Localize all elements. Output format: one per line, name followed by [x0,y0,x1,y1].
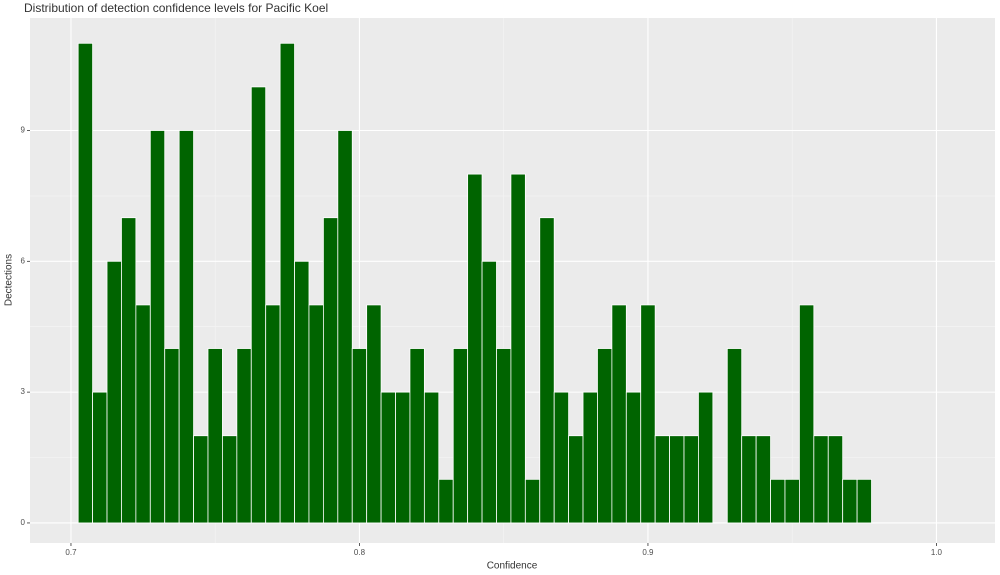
bar [207,348,223,524]
bar [568,435,584,524]
bar [597,348,613,524]
bar [149,130,166,524]
bar [856,478,872,524]
bar [308,304,324,524]
bar [121,217,137,524]
y-tick-label: 9 [21,126,26,135]
bar [481,260,497,524]
chart-title: Distribution of detection confidence lev… [24,1,328,15]
bar [452,348,469,524]
bar [250,86,267,524]
bar [611,304,627,524]
bar [827,435,844,524]
bar [698,391,714,524]
bar [380,391,396,524]
bar [813,435,829,524]
x-tick-label: 0.8 [354,548,366,557]
bar [438,478,454,524]
bar [683,435,699,524]
bar [582,391,598,524]
bar [799,304,815,524]
bar [106,260,122,524]
bar [222,435,238,524]
bar [265,304,281,524]
y-tick-label: 0 [21,518,26,527]
y-tick-label: 3 [21,387,26,396]
bar [77,42,94,524]
x-tick-label: 0.9 [642,548,654,557]
bar [236,348,252,524]
bar [322,217,339,524]
bar [669,435,685,524]
y-axis-label: Dectections [4,254,15,306]
bar [553,391,570,524]
bar [770,478,786,524]
y-tick-label: 6 [21,256,26,265]
bar [337,130,353,524]
bar [92,391,108,524]
bar [755,435,771,524]
x-tick-label: 0.7 [65,548,77,557]
x-tick-label: 1.0 [931,548,943,557]
bar [193,435,209,524]
bar [467,173,483,524]
bar [279,42,295,524]
bar [496,348,512,524]
bar [510,173,526,524]
bar [164,348,180,524]
x-axis-label: Confidence [487,561,538,572]
bar [842,478,858,524]
bar [351,348,368,524]
bar [294,260,310,524]
bar [625,391,642,524]
bar [423,391,440,524]
bar [539,217,555,524]
bar [784,478,800,524]
bar [178,130,194,524]
bar [640,304,656,524]
bar [395,391,411,524]
bar [524,478,541,524]
bar [409,348,425,524]
bar [726,348,743,524]
bar [135,304,151,524]
bar [741,435,757,524]
bar [366,304,382,524]
bar [654,435,670,524]
